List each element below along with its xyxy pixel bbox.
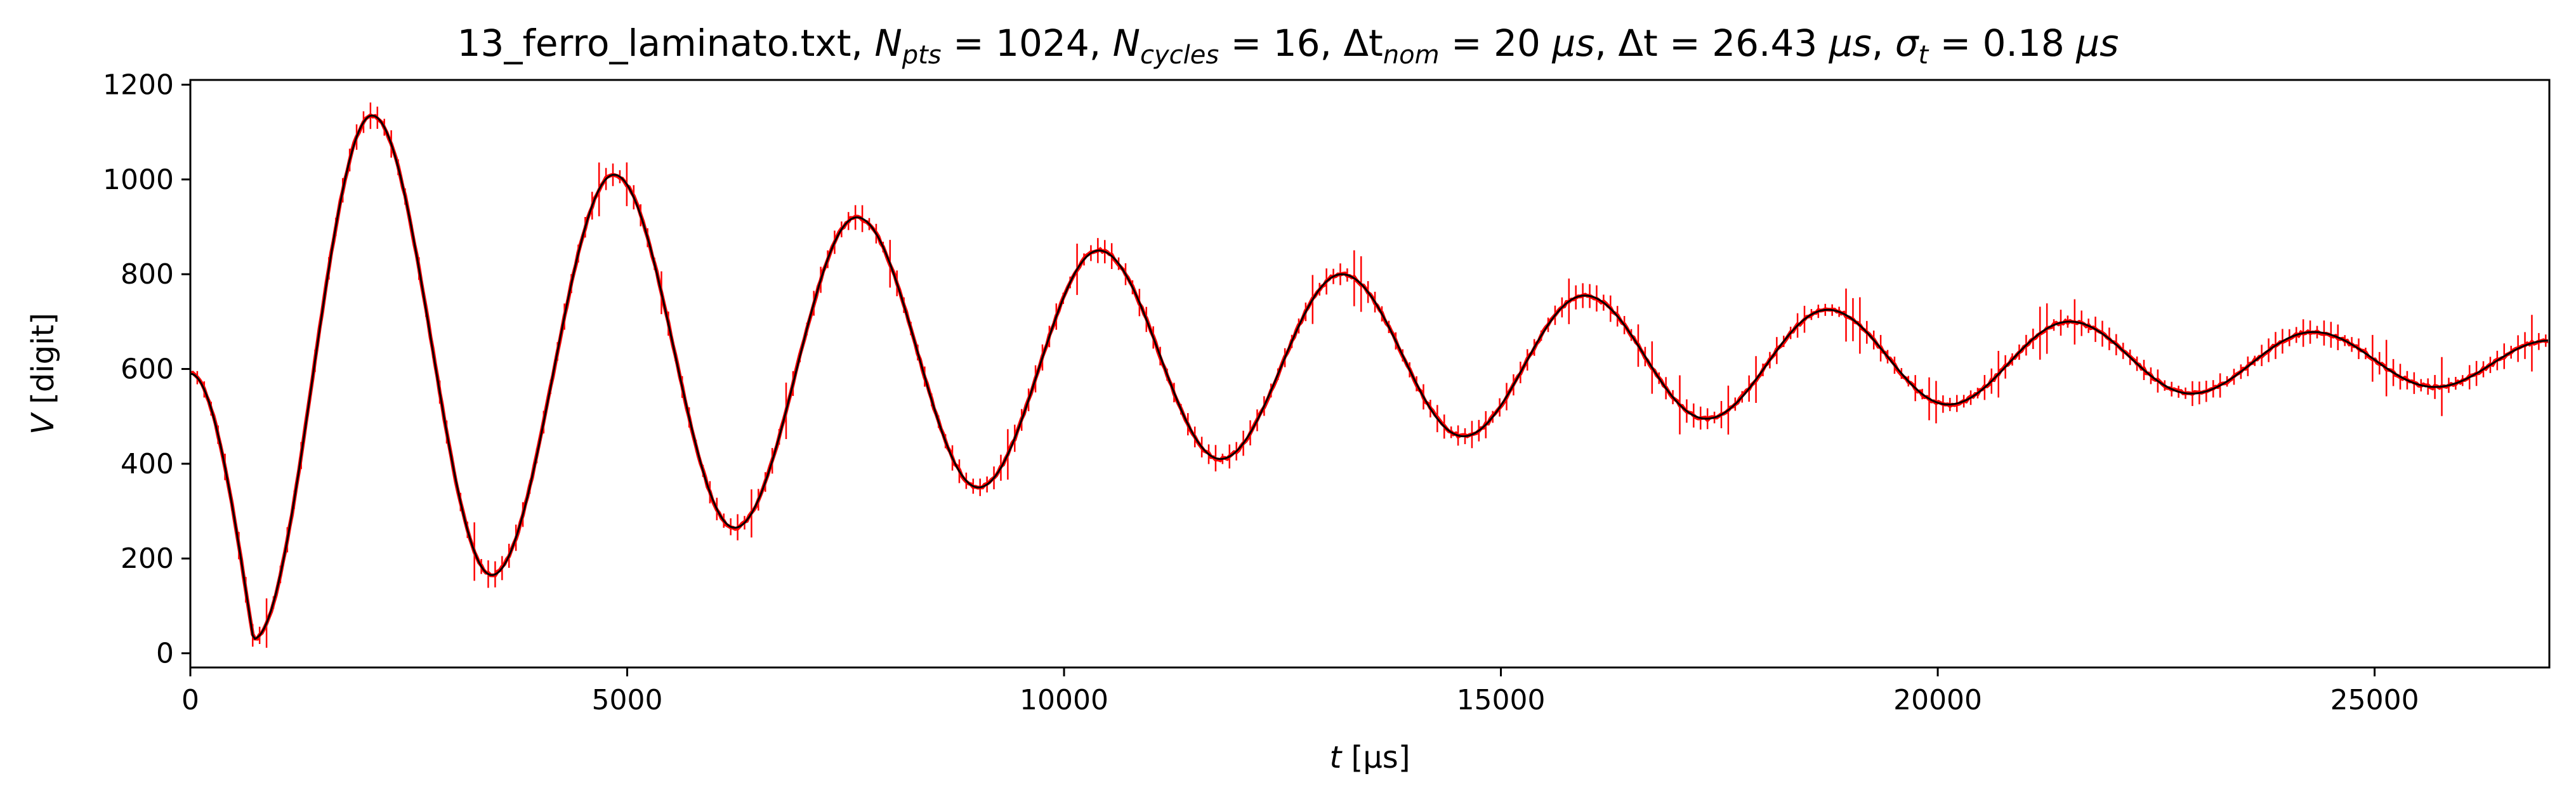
y-tick-label: 600 — [121, 353, 174, 386]
fit-curve-line — [190, 114, 2548, 640]
x-tick-label: 10000 — [1020, 684, 1108, 716]
y-tick-label: 1000 — [103, 164, 174, 196]
error-bars — [189, 102, 2547, 648]
x-axis-ticks: 0 5000 10000 15000 20000 25000 — [181, 667, 2419, 716]
x-tick-label: 15000 — [1457, 684, 1546, 716]
chart-title: 13_ferro_laminato.txt, Npts = 1024, Ncyc… — [457, 22, 2119, 70]
y-tick-label: 200 — [121, 542, 174, 575]
x-axis-title: t [μs] — [1329, 740, 1410, 775]
data-series-line — [190, 113, 2549, 641]
y-tick-label: 400 — [121, 448, 174, 480]
x-tick-label: 5000 — [592, 684, 663, 716]
y-tick-label: 800 — [121, 258, 174, 291]
plot-frame — [189, 79, 2551, 669]
y-tick-label: 0 — [156, 638, 174, 670]
x-tick-label: 20000 — [1893, 684, 1982, 716]
y-axis-title: V [digit] — [25, 313, 61, 435]
x-tick-label: 25000 — [2330, 684, 2419, 716]
x-tick-label: 0 — [181, 684, 199, 716]
y-axis-ticks: 0 200 400 600 800 1000 1200 — [103, 69, 190, 670]
y-tick-label: 1200 — [103, 69, 174, 101]
